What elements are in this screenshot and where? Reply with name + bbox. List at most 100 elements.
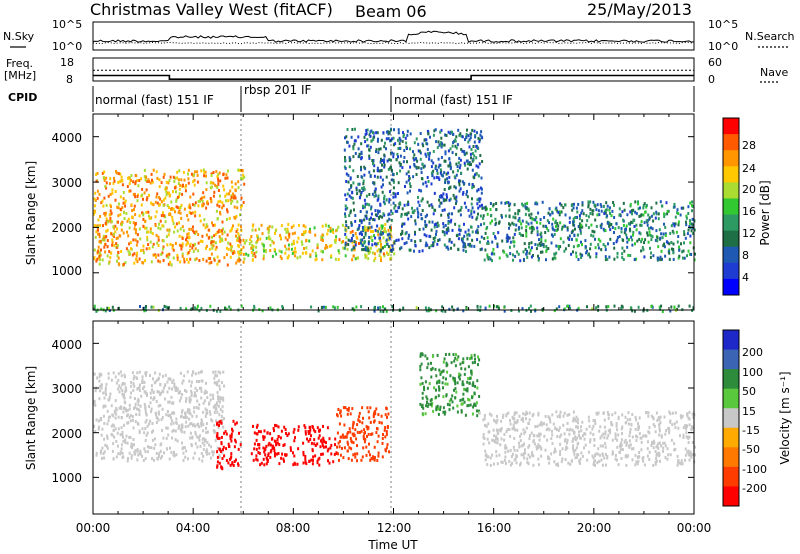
scatter-cell <box>455 162 458 166</box>
scatter-cell <box>213 223 216 227</box>
scatter-cell <box>134 402 137 406</box>
scatter-cell <box>134 195 137 199</box>
scatter-cell <box>444 309 447 313</box>
scatter-cell <box>542 224 545 228</box>
scatter-cell <box>310 434 312 438</box>
scatter-cell <box>210 260 213 264</box>
scatter-cell <box>515 411 518 415</box>
scatter-cell <box>439 201 442 205</box>
scatter-cell <box>430 203 433 207</box>
scatter-cell <box>198 380 200 383</box>
scatter-cell <box>181 237 184 240</box>
scatter-cell <box>119 370 122 374</box>
scatter-cell <box>430 171 433 175</box>
scatter-cell <box>135 258 138 262</box>
scatter-cell <box>198 403 201 407</box>
scatter-cell <box>482 216 485 220</box>
scatter-cell <box>571 440 574 443</box>
scatter-cell <box>575 238 578 242</box>
scatter-cell <box>212 370 215 374</box>
scatter-cell <box>184 389 186 392</box>
scatter-cell <box>202 454 205 458</box>
nsky-trace <box>92 30 695 43</box>
scatter-cell <box>564 448 567 451</box>
scatter-cell <box>370 432 373 436</box>
beam-label: Beam 06 <box>355 2 427 21</box>
scatter-cell <box>599 436 602 440</box>
scatter-cell <box>348 427 351 431</box>
scatter-cell <box>134 213 137 217</box>
scatter-cell <box>170 200 173 204</box>
scatter-cell <box>218 259 221 263</box>
scatter-cell <box>567 244 570 247</box>
scatter-cell <box>589 207 592 211</box>
scatter-cell <box>576 436 579 440</box>
scatter-cell <box>117 251 120 254</box>
scatter-cell <box>365 445 368 449</box>
scatter-cell <box>117 206 120 210</box>
scatter-cell <box>177 182 180 185</box>
scatter-cell <box>538 432 540 436</box>
scatter-cell <box>186 232 189 236</box>
scatter-cell <box>562 423 565 427</box>
scatter-cell <box>412 150 414 154</box>
scatter-cell <box>652 254 655 258</box>
scatter-cell <box>134 181 137 185</box>
scatter-cell <box>201 199 204 203</box>
scatter-cell <box>384 448 387 452</box>
scatter-cell <box>199 370 202 374</box>
scatter-cell <box>134 231 137 235</box>
scatter-cell <box>424 354 427 358</box>
scatter-cell <box>599 444 602 448</box>
scatter-cell <box>366 144 369 148</box>
scatter-cell <box>402 133 405 137</box>
scatter-cell <box>280 429 283 433</box>
scatter-cell <box>120 447 123 451</box>
scatter-cell <box>607 429 610 433</box>
scatter-cell <box>142 224 145 228</box>
scatter-cell <box>151 178 153 182</box>
scatter-cell <box>483 206 486 210</box>
scatter-cell <box>230 180 233 184</box>
scatter-cell <box>579 224 581 228</box>
scatter-cell <box>296 462 299 466</box>
scatter-cell <box>439 171 442 175</box>
scatter-cell <box>428 382 431 385</box>
scatter-cell <box>477 225 480 229</box>
scatter-cell <box>389 235 392 238</box>
scatter-cell <box>647 226 650 230</box>
scatter-cell <box>106 239 109 242</box>
scatter-cell <box>336 413 338 417</box>
scatter-cell <box>643 202 646 206</box>
scatter-cell <box>375 150 377 153</box>
power-colorbar-label: Power [dB] <box>758 180 772 245</box>
scatter-cell <box>344 232 347 236</box>
scatter-cell <box>418 188 421 192</box>
scatter-cell <box>491 453 494 457</box>
scatter-cell <box>357 256 359 260</box>
scatter-cell <box>448 157 451 161</box>
scatter-cell <box>559 442 562 446</box>
scatter-cell <box>196 435 199 439</box>
scatter-cell <box>350 196 353 200</box>
scatter-cell <box>381 455 384 459</box>
scatter-cell <box>107 261 110 265</box>
scatter-cell <box>581 201 584 205</box>
scatter-cell <box>117 172 120 176</box>
scatter-cell <box>243 182 246 186</box>
scatter-cell <box>129 419 132 423</box>
scatter-cell <box>538 238 540 242</box>
scatter-cell <box>464 163 467 167</box>
scatter-cell <box>574 216 577 219</box>
scatter-cell <box>129 221 132 224</box>
scatter-cell <box>349 437 352 440</box>
scatter-cell <box>458 156 461 160</box>
scatter-cell <box>527 445 530 449</box>
scatter-cell <box>169 213 172 217</box>
scatter-cell <box>175 389 178 392</box>
scatter-cell <box>637 459 640 463</box>
velocity-cbar-tick-neg200: -200 <box>742 482 767 495</box>
scatter-cell <box>524 202 527 206</box>
scatter-cell <box>585 427 588 431</box>
scatter-cell <box>376 139 379 143</box>
